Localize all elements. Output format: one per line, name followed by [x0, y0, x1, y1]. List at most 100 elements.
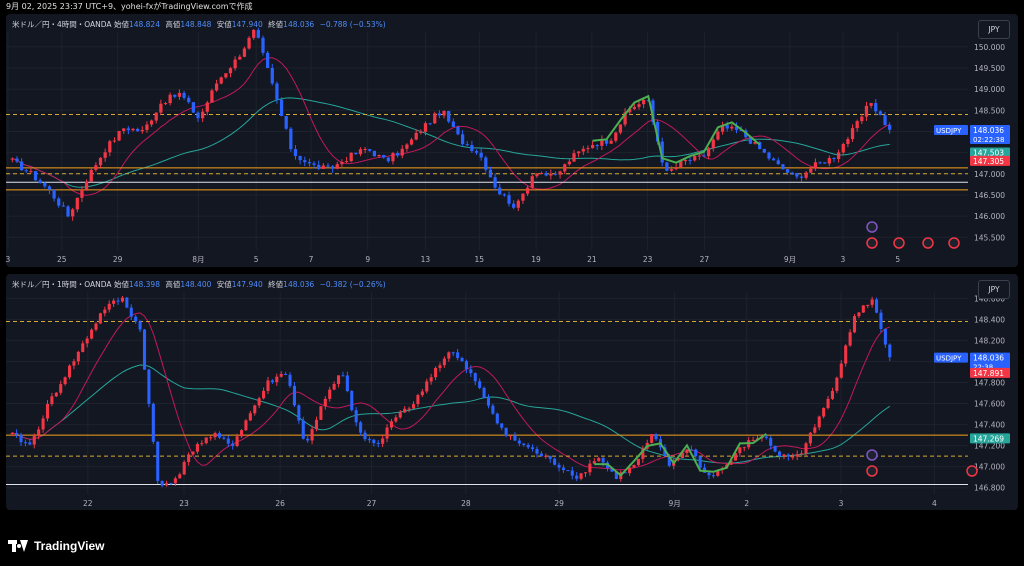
- candle: [539, 453, 543, 457]
- candle: [516, 200, 520, 208]
- candle: [447, 110, 451, 122]
- candle: [80, 189, 84, 198]
- candle: [502, 194, 507, 196]
- candle: [196, 112, 200, 119]
- candle: [642, 99, 646, 105]
- candle: [200, 443, 204, 445]
- candle: [525, 187, 530, 194]
- candle: [841, 143, 845, 153]
- candle: [429, 377, 433, 382]
- x-tick-label: 28: [461, 499, 471, 508]
- y-tick-label: 147.000: [974, 170, 1005, 179]
- currency-button[interactable]: JPY: [978, 20, 1010, 39]
- candle: [248, 413, 252, 421]
- candle: [614, 132, 618, 141]
- y-tick-label: 148.400: [974, 315, 1005, 324]
- screenshot-header: 9月 02, 2025 23:37 UTC+9、yohei-fxがTrading…: [0, 0, 1024, 12]
- x-tick-label: 9月: [668, 499, 680, 508]
- candle: [535, 173, 539, 177]
- candle: [233, 59, 237, 69]
- candle: [583, 472, 588, 474]
- candle: [187, 97, 191, 103]
- candle: [623, 472, 627, 474]
- candle: [553, 173, 558, 175]
- candle: [813, 427, 817, 433]
- candle: [107, 303, 111, 310]
- candle: [888, 344, 892, 358]
- candle: [437, 113, 442, 116]
- chart-pane-1h[interactable]: 米ドル／円・1時間・OANDA 始値148.398 高値148.400 安値14…: [6, 274, 1018, 510]
- chart-pane-4h[interactable]: 米ドル／円・4時間・OANDA 始値148.824 高値148.848 安値14…: [6, 14, 1018, 267]
- candle: [43, 182, 47, 187]
- ma-slow-line: [12, 364, 891, 464]
- candle: [832, 158, 836, 160]
- candle: [169, 483, 173, 485]
- tradingview-logo: TradingView: [8, 539, 104, 553]
- candle: [103, 152, 107, 158]
- candle: [205, 102, 209, 112]
- candle: [716, 469, 720, 476]
- candle: [420, 391, 424, 396]
- price-badge: [970, 147, 1010, 158]
- candle: [866, 304, 870, 306]
- change-value: −0.382 (−0.26%): [319, 280, 386, 289]
- candle: [479, 152, 483, 158]
- candle: [71, 209, 75, 217]
- candle: [830, 390, 835, 399]
- us-flag-event-icon: [866, 237, 878, 249]
- candle: [244, 420, 248, 431]
- candle: [823, 162, 827, 164]
- candle: [314, 419, 319, 430]
- x-tick-label: 15: [475, 255, 485, 264]
- ma-fast-line: [12, 312, 890, 471]
- price-badge-value: 147.503: [973, 149, 1004, 158]
- candle: [349, 152, 353, 162]
- x-tick-label: 23: [643, 255, 653, 264]
- y-tick-label: 149.000: [974, 85, 1005, 94]
- candle: [29, 171, 33, 173]
- candle: [160, 480, 164, 486]
- candle: [323, 398, 327, 407]
- x-tick-label: 4: [932, 499, 937, 508]
- candle: [539, 172, 544, 174]
- candle: [275, 376, 279, 383]
- candle: [498, 187, 502, 195]
- candle: [570, 470, 574, 476]
- candle: [182, 462, 186, 475]
- candle: [136, 128, 140, 132]
- candle: [665, 162, 669, 171]
- candle: [864, 105, 869, 117]
- candle: [209, 437, 213, 439]
- candle: [486, 397, 491, 406]
- candle: [23, 442, 27, 444]
- candle: [800, 453, 804, 455]
- candle: [266, 380, 270, 391]
- candle: [145, 124, 149, 130]
- price-badge: [970, 124, 1010, 144]
- currency-button[interactable]: JPY: [978, 280, 1010, 299]
- candle: [19, 161, 24, 171]
- candle: [363, 149, 367, 151]
- candle: [650, 434, 654, 443]
- x-tick-label: 26: [275, 499, 285, 508]
- candle: [151, 403, 155, 442]
- candle: [50, 396, 54, 405]
- open-value: 148.398: [128, 280, 160, 289]
- candle: [451, 121, 455, 127]
- candle: [310, 429, 314, 441]
- candle: [790, 172, 794, 174]
- candle: [549, 173, 553, 176]
- candle: [769, 437, 773, 446]
- candle: [804, 172, 808, 178]
- candle: [773, 445, 777, 452]
- candle: [66, 206, 70, 217]
- candle: [600, 139, 604, 146]
- candle: [228, 68, 233, 74]
- candle: [292, 385, 296, 406]
- candle: [531, 447, 535, 450]
- x-tick-label: 22: [83, 499, 93, 508]
- candle: [340, 161, 344, 165]
- price-badge-countdown: 22:38: [973, 364, 993, 372]
- candle: [204, 437, 208, 444]
- candle: [344, 161, 349, 163]
